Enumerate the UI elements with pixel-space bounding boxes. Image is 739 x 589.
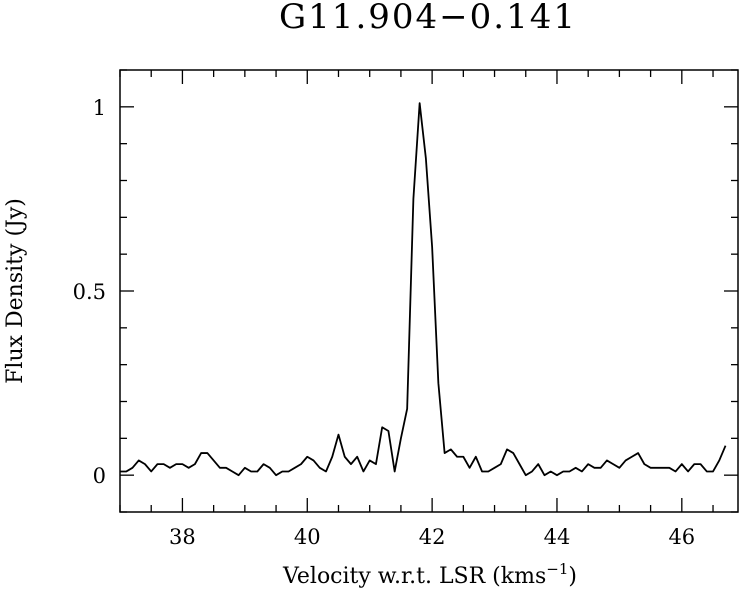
- x-axis-label: Velocity w.r.t. LSR (kms−1): [282, 560, 577, 589]
- y-axis-label: Flux Density (Jy): [3, 198, 28, 384]
- x-tick-label: 42: [419, 525, 446, 549]
- x-tick-label: 44: [544, 525, 571, 549]
- y-tick-label: 0.5: [73, 280, 106, 304]
- plot-frame: [119, 69, 739, 513]
- chart-title: G11.904−0.141: [279, 0, 577, 37]
- x-axis-label-exponent: −1: [546, 560, 568, 578]
- x-tick-label: 40: [294, 525, 321, 549]
- y-tick-label: 1: [93, 96, 106, 120]
- x-tick-label: 46: [668, 525, 695, 549]
- x-axis-label-close: ): [568, 564, 577, 589]
- y-tick-label: 0: [93, 464, 106, 488]
- x-axis-label-text: Velocity w.r.t. LSR (kms: [282, 564, 546, 589]
- spectrum-line: [120, 102, 727, 477]
- axis-ticks: [119, 69, 738, 513]
- tick-labels: 38 40 42 44 46 0 0.5 1: [73, 96, 696, 549]
- x-tick-label: 38: [169, 525, 196, 549]
